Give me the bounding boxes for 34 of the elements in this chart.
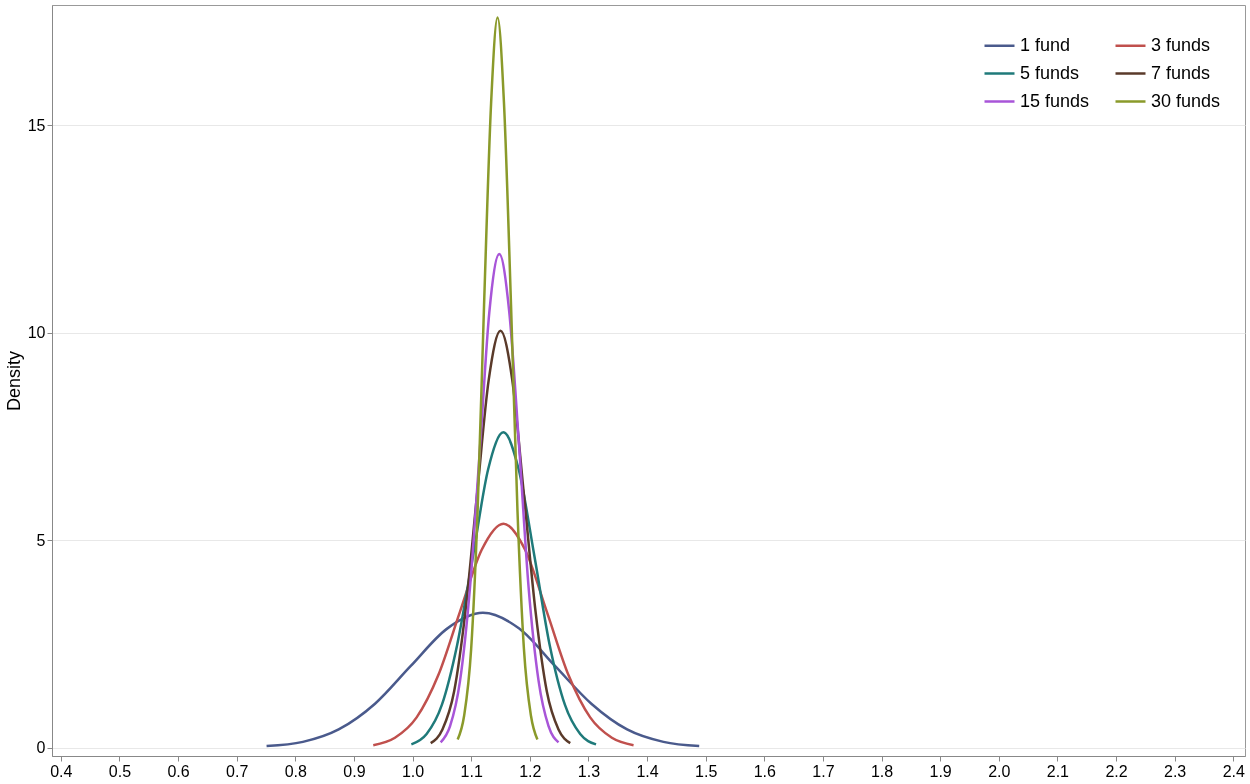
y-axis-title: Density (3, 350, 24, 412)
legend-label: 30 funds (1151, 90, 1221, 111)
x-tick-label: 0.5 (108, 762, 132, 780)
legend-label: 7 funds (1151, 62, 1211, 83)
x-tick-label: 0.4 (50, 762, 73, 780)
x-tick-label: 1.8 (870, 762, 894, 780)
x-tick-label: 2.1 (1046, 762, 1070, 780)
line-series (456, 16, 539, 741)
y-tick-label: 15 (27, 116, 46, 134)
y-tick-label: 5 (36, 531, 46, 549)
legend-label: 1 fund (1020, 34, 1071, 55)
x-tick-label: 2.3 (1164, 762, 1187, 780)
x-tick-label: 1.1 (460, 762, 483, 780)
x-tick-label: 1.4 (636, 762, 659, 780)
x-tick-label: 1.3 (577, 762, 601, 780)
legend-label: 15 funds (1020, 90, 1090, 111)
x-tick-label: 1.6 (753, 762, 776, 780)
x-tick-label: 0.9 (343, 762, 366, 780)
y-tick-label: 10 (27, 324, 46, 342)
legend-label: 3 funds (1151, 34, 1211, 55)
x-tick-label: 0.7 (226, 762, 249, 780)
x-tick-label: 1.9 (929, 762, 952, 780)
line-series (265, 611, 701, 748)
x-tick-label: 2.0 (988, 762, 1011, 780)
x-tick-label: 2.4 (1222, 762, 1245, 780)
x-tick-label: 1.0 (401, 762, 425, 780)
legend-label: 5 funds (1020, 62, 1080, 83)
x-tick-label: 1.5 (695, 762, 718, 780)
x-tick-label: 1.7 (812, 762, 835, 780)
x-tick-label: 1.2 (519, 762, 542, 780)
x-tick-label: 2.2 (1105, 762, 1128, 780)
x-tick-label: 0.8 (284, 762, 308, 780)
y-tick-label: 0 (36, 739, 46, 757)
x-tick-label: 0.6 (167, 762, 190, 780)
